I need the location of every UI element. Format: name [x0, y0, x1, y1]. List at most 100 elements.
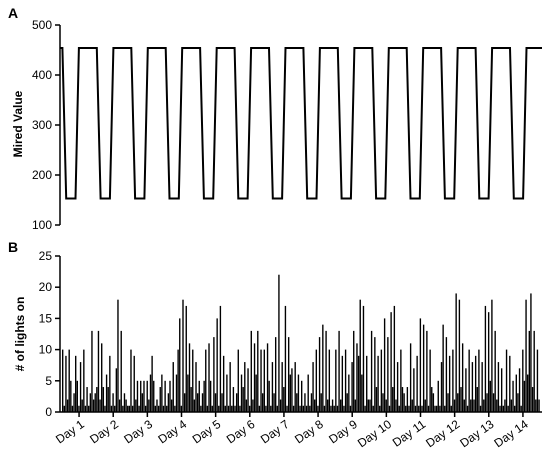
- bar: [507, 405, 509, 412]
- bar: [396, 362, 399, 412]
- bar: [327, 399, 329, 412]
- bar: [172, 362, 174, 412]
- bar: [445, 337, 448, 412]
- bar: [263, 349, 265, 412]
- bar: [196, 393, 199, 412]
- panel-b-y-tick-label: 5: [45, 374, 52, 388]
- bar: [248, 405, 251, 412]
- bar: [431, 387, 433, 412]
- bar: [62, 349, 64, 412]
- bar: [483, 399, 485, 412]
- bar: [370, 330, 373, 412]
- bar: [385, 399, 387, 412]
- bar: [101, 343, 103, 412]
- bar: [333, 405, 335, 412]
- bar: [509, 355, 511, 412]
- bar: [193, 399, 196, 412]
- bar: [367, 399, 370, 412]
- bar: [518, 368, 521, 412]
- bar: [302, 405, 305, 412]
- bar: [403, 393, 405, 412]
- bar: [530, 293, 532, 412]
- bar: [175, 374, 178, 412]
- bar: [526, 374, 529, 412]
- panel-b-x-tick-label: Day 12: [423, 417, 462, 450]
- bar: [520, 405, 522, 412]
- bar: [203, 380, 205, 412]
- bar: [78, 405, 80, 412]
- bar: [140, 380, 142, 412]
- bar: [372, 405, 374, 412]
- bar: [393, 305, 396, 412]
- bar: [188, 343, 191, 412]
- bar: [167, 393, 170, 412]
- bar: [110, 405, 113, 412]
- panel-b-x-tick-label: Day 5: [190, 417, 224, 447]
- bar: [268, 380, 270, 412]
- bar: [284, 305, 287, 412]
- bar: [84, 405, 87, 412]
- panel-a-y-tick-label: 100: [32, 218, 52, 232]
- bar: [294, 362, 296, 412]
- bar: [468, 349, 470, 412]
- bar: [130, 349, 132, 412]
- bar: [115, 368, 118, 412]
- bar: [68, 349, 70, 412]
- bar: [461, 343, 464, 412]
- bar: [242, 387, 244, 412]
- bar: [528, 330, 530, 412]
- bar: [465, 368, 467, 412]
- bar: [471, 362, 474, 412]
- bar: [257, 330, 259, 412]
- bar: [348, 374, 350, 412]
- panel-b-x-ticks: Day 1 Day 2 Day 3 Day 4 Day 5 Day 6 Day 7 Day 8…: [53, 412, 531, 450]
- bar: [208, 343, 210, 412]
- bar: [484, 305, 487, 412]
- bar: [401, 387, 404, 412]
- bar: [497, 362, 500, 412]
- bar: [157, 405, 160, 412]
- bar: [380, 349, 383, 412]
- bar: [486, 393, 488, 412]
- bar: [505, 349, 508, 412]
- bar: [297, 374, 300, 412]
- bar: [244, 362, 246, 412]
- bar: [122, 405, 124, 412]
- bar: [383, 318, 386, 412]
- bar: [474, 355, 477, 412]
- bar: [340, 399, 342, 412]
- bar: [170, 399, 173, 412]
- bar: [448, 355, 451, 412]
- bar: [424, 399, 426, 412]
- bar: [398, 405, 400, 412]
- bar: [151, 355, 153, 412]
- bar: [162, 405, 165, 412]
- bar: [92, 399, 95, 412]
- panel-b-y-tick-label: 15: [39, 311, 53, 325]
- bar: [271, 362, 274, 412]
- bar: [522, 349, 524, 412]
- bar: [413, 368, 415, 412]
- bar: [190, 387, 192, 412]
- bar: [421, 405, 423, 412]
- bar: [213, 337, 215, 412]
- panel-b-y-tick-label: 20: [39, 280, 53, 294]
- bar: [258, 405, 261, 412]
- bar: [200, 405, 202, 412]
- bar: [422, 324, 425, 412]
- bar: [470, 399, 472, 412]
- panel-b-x-tick-label: Day 7: [258, 417, 292, 447]
- bar: [222, 355, 225, 412]
- bar: [128, 405, 131, 412]
- panel-b-y-tick-label: 0: [45, 405, 52, 419]
- bar: [322, 324, 324, 412]
- bar: [252, 399, 254, 412]
- bar: [211, 405, 213, 412]
- bar: [478, 349, 480, 412]
- bar: [416, 355, 418, 412]
- bar: [414, 405, 417, 412]
- bar: [517, 393, 519, 412]
- panel-a-label: A: [8, 5, 18, 21]
- panel-a-y-tick-label: 400: [32, 68, 52, 82]
- bar: [463, 399, 465, 412]
